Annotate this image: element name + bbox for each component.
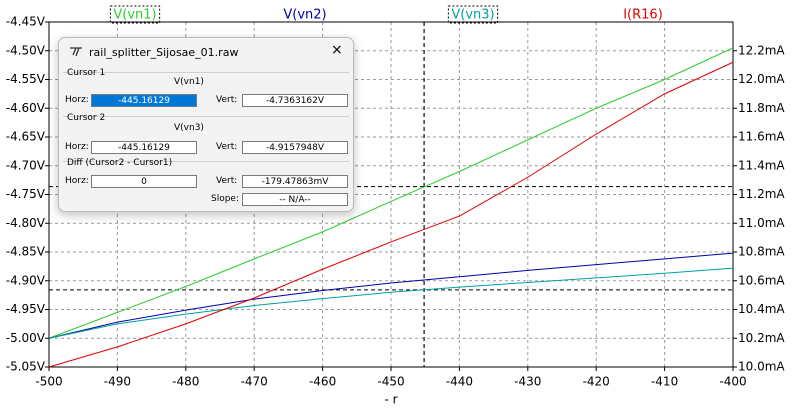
slope-input[interactable]: -- N/A-- bbox=[242, 193, 348, 206]
y2-tick-label: 10.8mA bbox=[738, 245, 785, 259]
x-tick-label: -470 bbox=[241, 375, 268, 389]
section-heading: Cursor 2 bbox=[67, 113, 106, 123]
y2-tick-label: 11.6mA bbox=[738, 130, 785, 144]
y-tick-label: -4.55V bbox=[6, 72, 46, 86]
y-tick-label: -4.75V bbox=[6, 187, 46, 201]
field-label: Vert: bbox=[216, 176, 238, 186]
cursor-dialog: rail_splitter_Sijosae_01.raw × Cursor 1 … bbox=[58, 37, 354, 212]
x-axis-label: - r bbox=[384, 393, 397, 407]
y-tick-label: -4.60V bbox=[6, 101, 46, 115]
legend-entry[interactable]: V(vn1) bbox=[113, 8, 156, 23]
y-tick-label: -4.65V bbox=[6, 130, 46, 144]
horz-input[interactable]: -445.16129 bbox=[91, 141, 197, 154]
vert-input[interactable]: -4.7363162V bbox=[242, 94, 348, 107]
vert-input[interactable]: -179.47863mV bbox=[242, 175, 348, 188]
series-line bbox=[48, 252, 734, 339]
horz-input[interactable]: -445.16129 bbox=[91, 94, 197, 107]
legend-cursor-box bbox=[109, 5, 161, 24]
x-tick-label: -480 bbox=[172, 375, 199, 389]
separator bbox=[63, 72, 349, 73]
horz-input[interactable]: 0 bbox=[91, 175, 197, 188]
y-tick-label: -5.05V bbox=[6, 360, 46, 374]
y2-tick-label: 11.8mA bbox=[738, 101, 785, 115]
x-tick-label: -400 bbox=[719, 375, 746, 389]
field-label: Horz: bbox=[65, 176, 89, 186]
separator bbox=[63, 161, 349, 162]
legend-cursor-box bbox=[447, 5, 499, 24]
y-tick-label: -4.50V bbox=[6, 43, 46, 57]
separator bbox=[63, 116, 349, 117]
trace-name: V(vn1) bbox=[174, 77, 204, 87]
series-line bbox=[48, 61, 734, 368]
legend-entry[interactable]: V(vn3) bbox=[451, 8, 494, 23]
close-button[interactable]: × bbox=[331, 42, 343, 58]
y2-tick-label: 11.2mA bbox=[738, 187, 785, 201]
x-tick-label: -450 bbox=[377, 375, 404, 389]
series-line bbox=[48, 47, 734, 339]
field-label: Horz: bbox=[65, 142, 89, 152]
section-heading: Diff (Cursor2 - Cursor1) bbox=[67, 158, 173, 168]
dialog-title: rail_splitter_Sijosae_01.raw bbox=[89, 46, 239, 59]
x-tick-label: -430 bbox=[514, 375, 541, 389]
y-tick-label: -4.45V bbox=[6, 15, 46, 29]
y-tick-label: -4.95V bbox=[6, 302, 46, 316]
section-heading: Cursor 1 bbox=[67, 68, 106, 78]
legend-entry[interactable]: V(vn2) bbox=[283, 8, 326, 23]
y-tick-label: -5.00V bbox=[6, 331, 46, 345]
y2-tick-label: 12.2mA bbox=[738, 43, 785, 57]
y-tick-label: -4.85V bbox=[6, 245, 46, 259]
series-line bbox=[48, 267, 734, 339]
field-label: Slope: bbox=[211, 194, 240, 204]
x-tick-label: -420 bbox=[583, 375, 610, 389]
legend-entry[interactable]: I(R16) bbox=[623, 8, 663, 23]
y2-tick-label: 10.4mA bbox=[738, 302, 785, 316]
y2-tick-label: 10.6mA bbox=[738, 273, 785, 287]
y-tick-label: -4.90V bbox=[6, 273, 46, 287]
app-icon bbox=[70, 47, 82, 57]
x-tick-label: -410 bbox=[651, 375, 678, 389]
x-tick-label: -500 bbox=[35, 375, 62, 389]
y2-tick-label: 10.2mA bbox=[738, 331, 785, 345]
trace-name: V(vn3) bbox=[174, 123, 204, 133]
y-tick-label: -4.80V bbox=[6, 216, 46, 230]
field-label: Vert: bbox=[216, 142, 238, 152]
y2-tick-label: 12.0mA bbox=[738, 72, 785, 86]
y-tick-label: -4.70V bbox=[6, 158, 46, 172]
x-tick-label: -440 bbox=[446, 375, 473, 389]
y2-tick-label: 11.0mA bbox=[738, 216, 785, 230]
field-label: Vert: bbox=[216, 95, 238, 105]
y2-tick-label: 10.0mA bbox=[738, 360, 785, 374]
vert-input[interactable]: -4.9157948V bbox=[242, 141, 348, 154]
plot-frame bbox=[48, 21, 734, 368]
x-tick-label: -460 bbox=[309, 375, 336, 389]
x-tick-label: -490 bbox=[104, 375, 131, 389]
field-label: Horz: bbox=[65, 95, 89, 105]
y2-tick-label: 11.4mA bbox=[738, 158, 785, 172]
